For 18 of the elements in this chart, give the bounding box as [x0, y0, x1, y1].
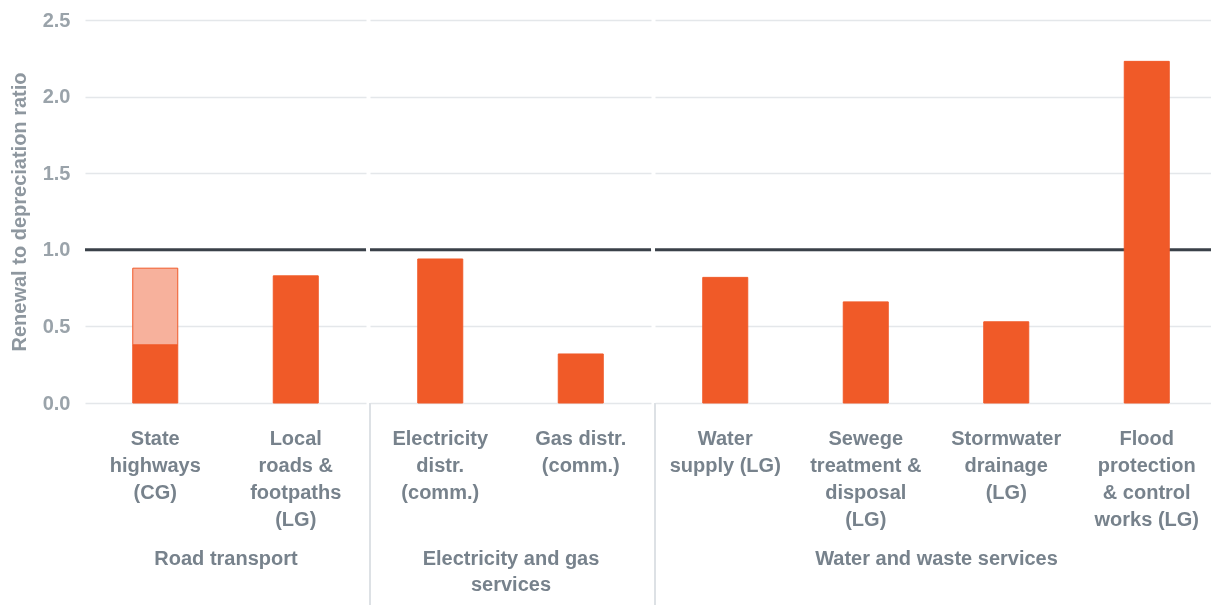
x-axis-title: Electricity and gas services [422, 546, 600, 595]
y-tick-label: 2.5 [42, 8, 71, 31]
x-axis-title: Water and waste services [815, 546, 1058, 569]
x-tick-label: Gas distr. (comm.) [535, 426, 627, 476]
y-tick-label: 2.0 [42, 85, 71, 108]
x-axis-title: Road transport [154, 546, 299, 569]
y-tick-label: 1.5 [42, 161, 71, 184]
x-tick-label: Stormwater drainage (LG) [951, 426, 1062, 503]
x-tick-label: Water supply (LG) [669, 426, 781, 476]
y-tick-label: 0.5 [42, 314, 71, 337]
y-tick-label: 0.0 [42, 391, 71, 414]
x-tick-label: Flood protection & control works (LG) [1093, 426, 1199, 530]
x-tick-label: Sewege treatment & disposal (LG) [810, 426, 922, 530]
x-tick-label: Local roads & footpaths (LG) [250, 426, 342, 530]
x-tick-label: Electricity distr. (comm.) [392, 426, 489, 503]
y-axis-title: Renewal to depreciation ratio [7, 72, 30, 352]
x-tick-label: State highways (CG) [109, 426, 201, 503]
y-tick-label: 1.0 [42, 238, 71, 261]
